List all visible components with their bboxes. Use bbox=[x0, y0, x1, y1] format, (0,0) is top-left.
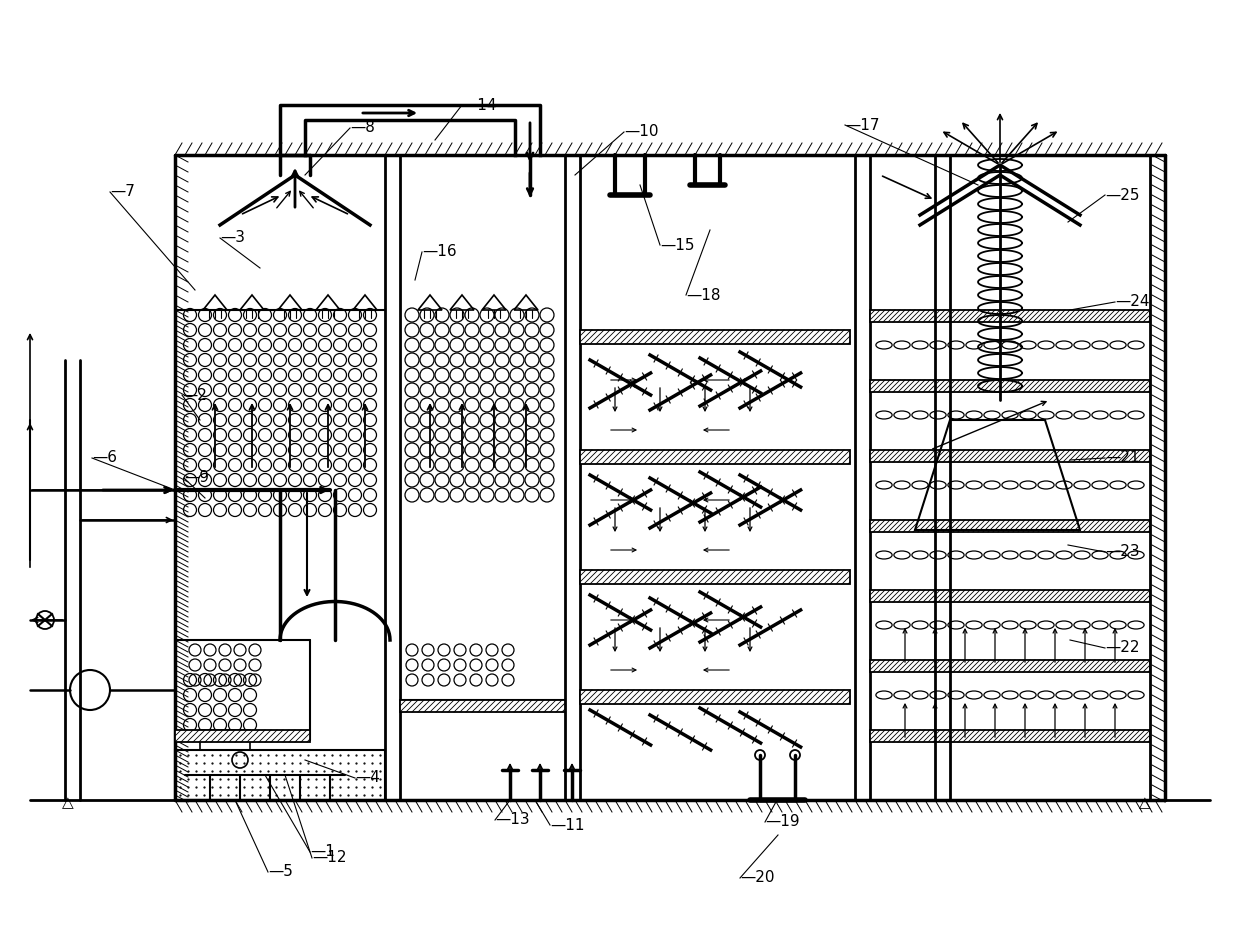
Text: —14: —14 bbox=[463, 98, 496, 113]
Text: —21: —21 bbox=[1105, 451, 1140, 466]
Text: —15: —15 bbox=[660, 237, 694, 252]
Text: —25: —25 bbox=[1105, 187, 1140, 203]
Text: —8: —8 bbox=[350, 120, 374, 136]
Bar bbox=[870, 520, 1149, 532]
Text: —17: —17 bbox=[844, 117, 879, 132]
Bar bbox=[401, 700, 565, 712]
Text: △: △ bbox=[62, 795, 74, 810]
Bar bbox=[870, 730, 1149, 742]
Bar bbox=[175, 730, 310, 742]
Bar bbox=[580, 330, 849, 344]
Bar bbox=[870, 450, 1149, 462]
Text: —18: —18 bbox=[686, 288, 720, 303]
Bar bbox=[580, 690, 849, 704]
Text: —20: —20 bbox=[740, 870, 775, 885]
Text: —7: —7 bbox=[110, 184, 135, 199]
Text: —10: —10 bbox=[624, 125, 658, 140]
Bar bbox=[200, 730, 250, 750]
Text: —24: —24 bbox=[1115, 294, 1149, 309]
Text: —1: —1 bbox=[310, 844, 335, 859]
Text: —19: —19 bbox=[765, 815, 800, 830]
Text: —13: —13 bbox=[495, 813, 529, 828]
Bar bbox=[870, 590, 1149, 602]
Text: —12: —12 bbox=[312, 851, 346, 866]
Bar bbox=[870, 380, 1149, 392]
Bar bbox=[580, 570, 849, 584]
Text: —6: —6 bbox=[92, 451, 117, 466]
Bar bbox=[870, 660, 1149, 672]
Text: —9: —9 bbox=[184, 470, 210, 485]
Bar bbox=[175, 750, 384, 800]
Bar bbox=[870, 310, 1149, 322]
Text: —3: —3 bbox=[219, 231, 246, 246]
Text: —4: —4 bbox=[355, 771, 379, 786]
Text: —11: —11 bbox=[551, 817, 584, 832]
Text: —5: —5 bbox=[268, 865, 293, 880]
Text: —16: —16 bbox=[422, 245, 456, 260]
Text: —23: —23 bbox=[1105, 545, 1140, 560]
Bar bbox=[580, 450, 849, 464]
Text: —22: —22 bbox=[1105, 641, 1140, 655]
Text: —2: —2 bbox=[182, 387, 207, 402]
Text: △: △ bbox=[1140, 795, 1151, 810]
